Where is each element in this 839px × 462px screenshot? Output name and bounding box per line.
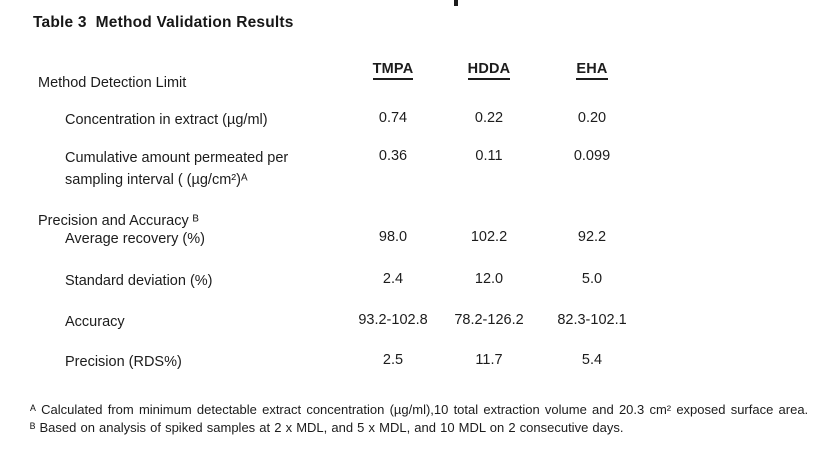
row-label-cumulative-amount-permeated: Cumulative amount permeated per sampling… (65, 150, 289, 188)
column-header-hdda: HDDA (434, 60, 544, 80)
row-label-concentration-in-extract: Concentration in extract (µg/ml) (65, 112, 268, 128)
cell-value: 92.2 (577, 229, 607, 245)
cell-value: 0.099 (573, 148, 611, 164)
cell-value: 12.0 (474, 271, 504, 287)
cell-value: 0.11 (475, 148, 503, 164)
cell-value: 0.36 (378, 148, 408, 164)
row-label-precision-rds: Precision (RDS%) (65, 354, 182, 370)
column-header-eha: EHA (537, 60, 647, 80)
cell-value: 2.5 (382, 352, 404, 368)
cell-value: 5.0 (581, 271, 603, 287)
cell-value: 93.2-102.8 (358, 312, 428, 328)
column-header-label: HDDA (467, 61, 511, 80)
footnote-b: ᴮ Based on analysis of spiked samples at… (30, 420, 624, 435)
column-header-label: TMPA (372, 61, 414, 80)
cell-value: 78.2-126.2 (454, 312, 524, 328)
row-label-precision-and-accuracy: Precision and Accuracy ᴮ (38, 213, 199, 229)
cell-value: 0.74 (378, 110, 408, 126)
column-header-label: EHA (576, 61, 608, 80)
cropped-text-fragment (454, 0, 458, 6)
cell-value: 11.7 (475, 352, 503, 368)
row-label-accuracy: Accuracy (65, 314, 125, 330)
column-header-tmpa: TMPA (338, 60, 448, 80)
cell-value: 5.4 (581, 352, 603, 368)
cell-value: 2.4 (382, 271, 404, 287)
row-label-average-recovery: Average recovery (%) (65, 231, 205, 247)
cell-value: 0.22 (474, 110, 504, 126)
cell-value: 82.3-102.1 (557, 312, 627, 328)
row-label-method-detection-limit: Method Detection Limit (38, 75, 187, 91)
cell-value: 98.0 (378, 229, 408, 245)
cell-value: 0.20 (577, 110, 607, 126)
table-title: Table 3 Method Validation Results (33, 14, 294, 31)
footnote-a: ᴬ Calculated from minimum detectable ext… (30, 402, 809, 417)
row-label-standard-deviation: Standard deviation (%) (65, 273, 213, 289)
cell-value: 102.2 (470, 229, 508, 245)
